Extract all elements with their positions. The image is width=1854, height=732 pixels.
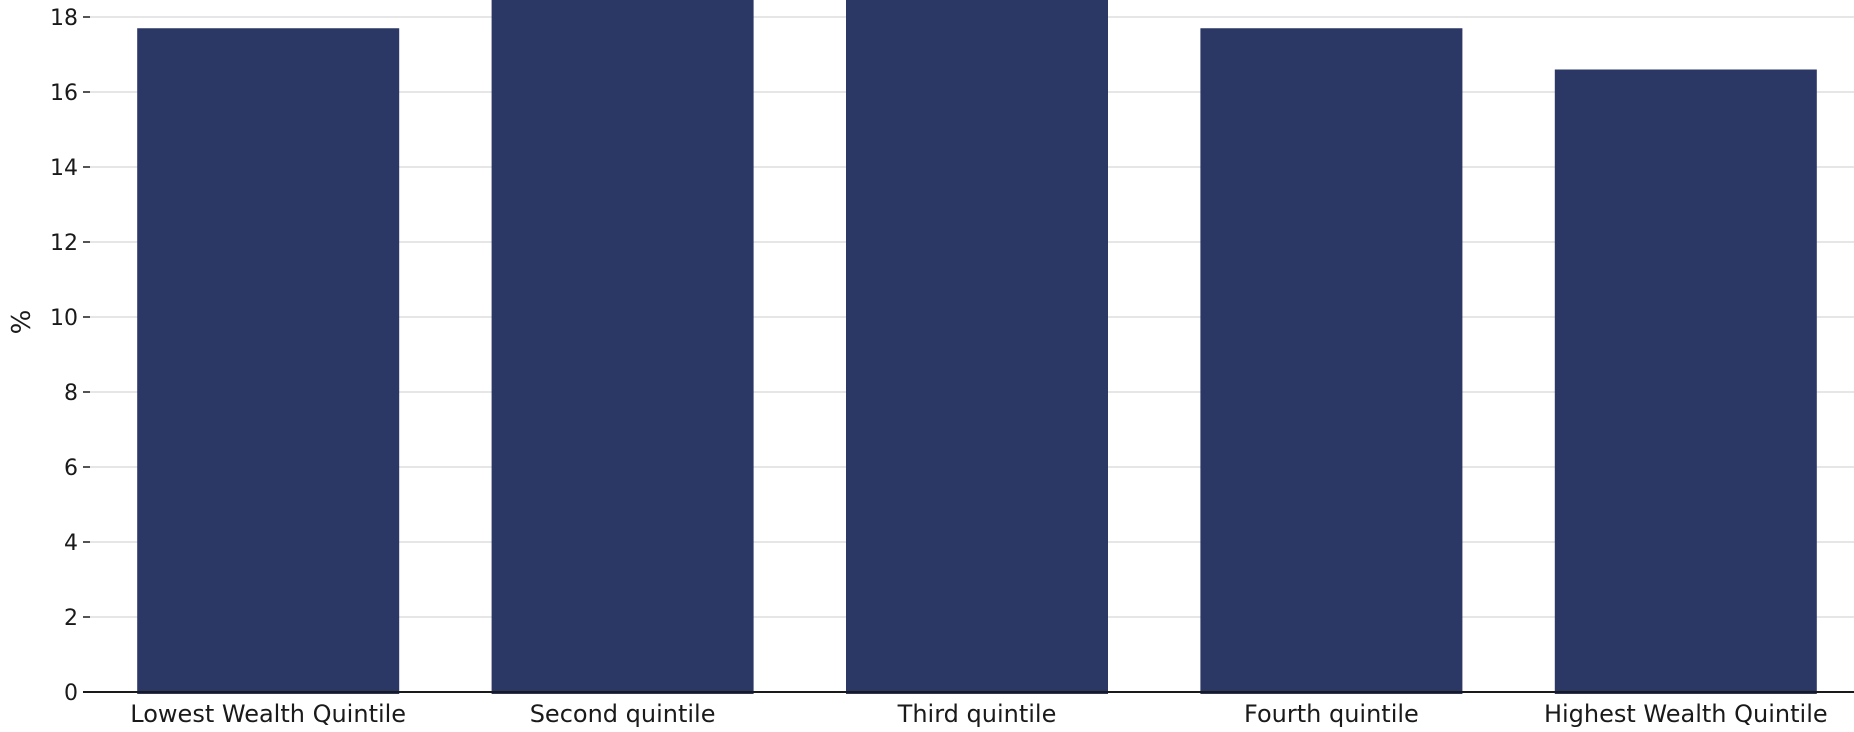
y-tick-label: 14 (50, 156, 78, 181)
y-tick-label: 0 (64, 681, 78, 706)
bar-4 (1200, 28, 1463, 694)
x-category-label: Fourth quintile (1244, 700, 1419, 728)
y-tick-label: 2 (64, 606, 78, 631)
bar-5 (1554, 69, 1817, 694)
y-tick-label: 16 (50, 81, 78, 106)
y-tick-label: 4 (64, 531, 78, 556)
x-category-label: Second quintile (530, 700, 716, 728)
bars (137, 0, 1817, 694)
x-category-label: Lowest Wealth Quintile (130, 700, 406, 728)
labels: 0 2 4 6 8 10 12 14 16 18 Lowest Wealth Quintile Sec… (50, 6, 1828, 728)
y-tick-label: 6 (64, 456, 78, 481)
bar-1 (137, 28, 400, 694)
y-axis-title: % (7, 310, 37, 335)
y-tick-label: 10 (50, 306, 78, 331)
y-tick-label: 18 (50, 6, 78, 31)
x-category-label: Highest Wealth Quintile (1544, 700, 1828, 728)
x-category-label: Third quintile (897, 700, 1057, 728)
y-tick-label: 8 (64, 381, 78, 406)
bar-2 (491, 0, 754, 694)
axes (83, 16, 1854, 693)
bar-3 (846, 0, 1108, 694)
y-tick-label: 12 (50, 231, 78, 256)
